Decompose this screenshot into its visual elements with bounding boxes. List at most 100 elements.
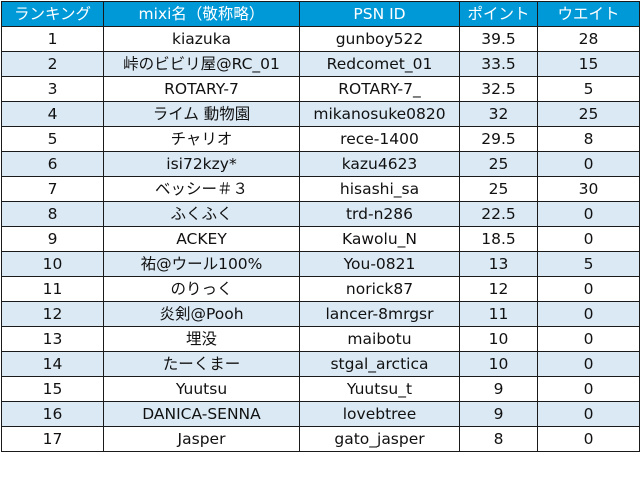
weight-cell: 0 (537, 201, 640, 227)
points-cell: 25 (459, 151, 538, 177)
mixi-name-cell: ROTARY-7 (103, 76, 300, 102)
points-cell: 32.5 (459, 76, 538, 102)
rank-cell: 1 (1, 26, 104, 52)
weight-cell: 0 (537, 326, 640, 352)
weight-cell: 25 (537, 101, 640, 127)
table-row: 16 DANICA-SENNA lovebtree 9 0 (1, 401, 640, 427)
rank-cell: 4 (1, 101, 104, 127)
rank-cell: 11 (1, 276, 104, 302)
table-row: 14 たーくまー stgal_arctica 10 0 (1, 351, 640, 377)
weight-cell: 28 (537, 26, 640, 52)
table-row: 11 のりっく norick87 12 0 (1, 276, 640, 302)
table-row: 2 峠のビビリ屋@RC_01 Redcomet_01 33.5 15 (1, 51, 640, 77)
weight-cell: 0 (537, 376, 640, 402)
weight-cell: 0 (537, 351, 640, 377)
psn-id-cell: stgal_arctica (299, 351, 460, 377)
table-row: 15 Yuutsu Yuutsu_t 9 0 (1, 376, 640, 402)
mixi-name-cell: 埋没 (103, 326, 300, 352)
mixi-name-cell: Jasper (103, 426, 300, 452)
points-cell: 10 (459, 351, 538, 377)
mixi-name-cell: 祐@ウール100% (103, 251, 300, 277)
mixi-name-cell: 峠のビビリ屋@RC_01 (103, 51, 300, 77)
weight-cell: 0 (537, 401, 640, 427)
mixi-name-cell: kiazuka (103, 26, 300, 52)
rank-cell: 6 (1, 151, 104, 177)
mixi-name-cell: Yuutsu (103, 376, 300, 402)
weight-cell: 0 (537, 426, 640, 452)
psn-id-cell: mikanosuke0820 (299, 101, 460, 127)
rank-cell: 8 (1, 201, 104, 227)
table-row: 12 炎剣@Pooh lancer-8mrgsr 11 0 (1, 301, 640, 327)
table-row: 3 ROTARY-7 ROTARY-7_ 32.5 5 (1, 76, 640, 102)
header-rank: ランキング (1, 1, 104, 27)
table-row: 8 ふくふく trd-n286 22.5 0 (1, 201, 640, 227)
header-weight: ウエイト (537, 1, 640, 27)
mixi-name-cell: のりっく (103, 276, 300, 302)
rank-cell: 13 (1, 326, 104, 352)
header-psn-id: PSN ID (299, 1, 460, 27)
psn-id-cell: hisashi_sa (299, 176, 460, 202)
points-cell: 13 (459, 251, 538, 277)
rank-cell: 7 (1, 176, 104, 202)
table-row: 5 チャリオ rece-1400 29.5 8 (1, 126, 640, 152)
header-mixi-name: mixi名（敬称略） (103, 1, 300, 27)
weight-cell: 30 (537, 176, 640, 202)
mixi-name-cell: たーくまー (103, 351, 300, 377)
points-cell: 9 (459, 401, 538, 427)
points-cell: 11 (459, 301, 538, 327)
rank-cell: 15 (1, 376, 104, 402)
psn-id-cell: gunboy522 (299, 26, 460, 52)
weight-cell: 0 (537, 276, 640, 302)
weight-cell: 0 (537, 301, 640, 327)
table-row: 1 kiazuka gunboy522 39.5 28 (1, 26, 640, 52)
rank-cell: 17 (1, 426, 104, 452)
psn-id-cell: ROTARY-7_ (299, 76, 460, 102)
points-cell: 32 (459, 101, 538, 127)
psn-id-cell: lancer-8mrgsr (299, 301, 460, 327)
points-cell: 8 (459, 426, 538, 452)
psn-id-cell: You-0821 (299, 251, 460, 277)
psn-id-cell: Yuutsu_t (299, 376, 460, 402)
ranking-table: ランキング mixi名（敬称略） PSN ID ポイント ウエイト 1 kiaz… (1, 1, 640, 452)
points-cell: 29.5 (459, 126, 538, 152)
mixi-name-cell: ふくふく (103, 201, 300, 227)
psn-id-cell: norick87 (299, 276, 460, 302)
points-cell: 33.5 (459, 51, 538, 77)
rank-cell: 5 (1, 126, 104, 152)
mixi-name-cell: ライム 動物園 (103, 101, 300, 127)
mixi-name-cell: DANICA-SENNA (103, 401, 300, 427)
mixi-name-cell: isi72kzy* (103, 151, 300, 177)
weight-cell: 15 (537, 51, 640, 77)
weight-cell: 5 (537, 76, 640, 102)
table-row: 4 ライム 動物園 mikanosuke0820 32 25 (1, 101, 640, 127)
psn-id-cell: maibotu (299, 326, 460, 352)
table-row: 6 isi72kzy* kazu4623 25 0 (1, 151, 640, 177)
table-row: 13 埋没 maibotu 10 0 (1, 326, 640, 352)
rank-cell: 10 (1, 251, 104, 277)
points-cell: 9 (459, 376, 538, 402)
psn-id-cell: kazu4623 (299, 151, 460, 177)
table-row: 17 Jasper gato_jasper 8 0 (1, 426, 640, 452)
points-cell: 39.5 (459, 26, 538, 52)
table-row: 10 祐@ウール100% You-0821 13 5 (1, 251, 640, 277)
mixi-name-cell: ベッシー＃３ (103, 176, 300, 202)
weight-cell: 8 (537, 126, 640, 152)
psn-id-cell: Kawolu_N (299, 226, 460, 252)
rank-cell: 9 (1, 226, 104, 252)
weight-cell: 0 (537, 151, 640, 177)
mixi-name-cell: チャリオ (103, 126, 300, 152)
psn-id-cell: gato_jasper (299, 426, 460, 452)
weight-cell: 0 (537, 226, 640, 252)
header-points: ポイント (459, 1, 538, 27)
header-row: ランキング mixi名（敬称略） PSN ID ポイント ウエイト (1, 1, 640, 27)
rank-cell: 3 (1, 76, 104, 102)
points-cell: 25 (459, 176, 538, 202)
table-row: 9 ACKEY Kawolu_N 18.5 0 (1, 226, 640, 252)
weight-cell: 5 (537, 251, 640, 277)
points-cell: 12 (459, 276, 538, 302)
points-cell: 18.5 (459, 226, 538, 252)
points-cell: 22.5 (459, 201, 538, 227)
psn-id-cell: Redcomet_01 (299, 51, 460, 77)
points-cell: 10 (459, 326, 538, 352)
rank-cell: 12 (1, 301, 104, 327)
